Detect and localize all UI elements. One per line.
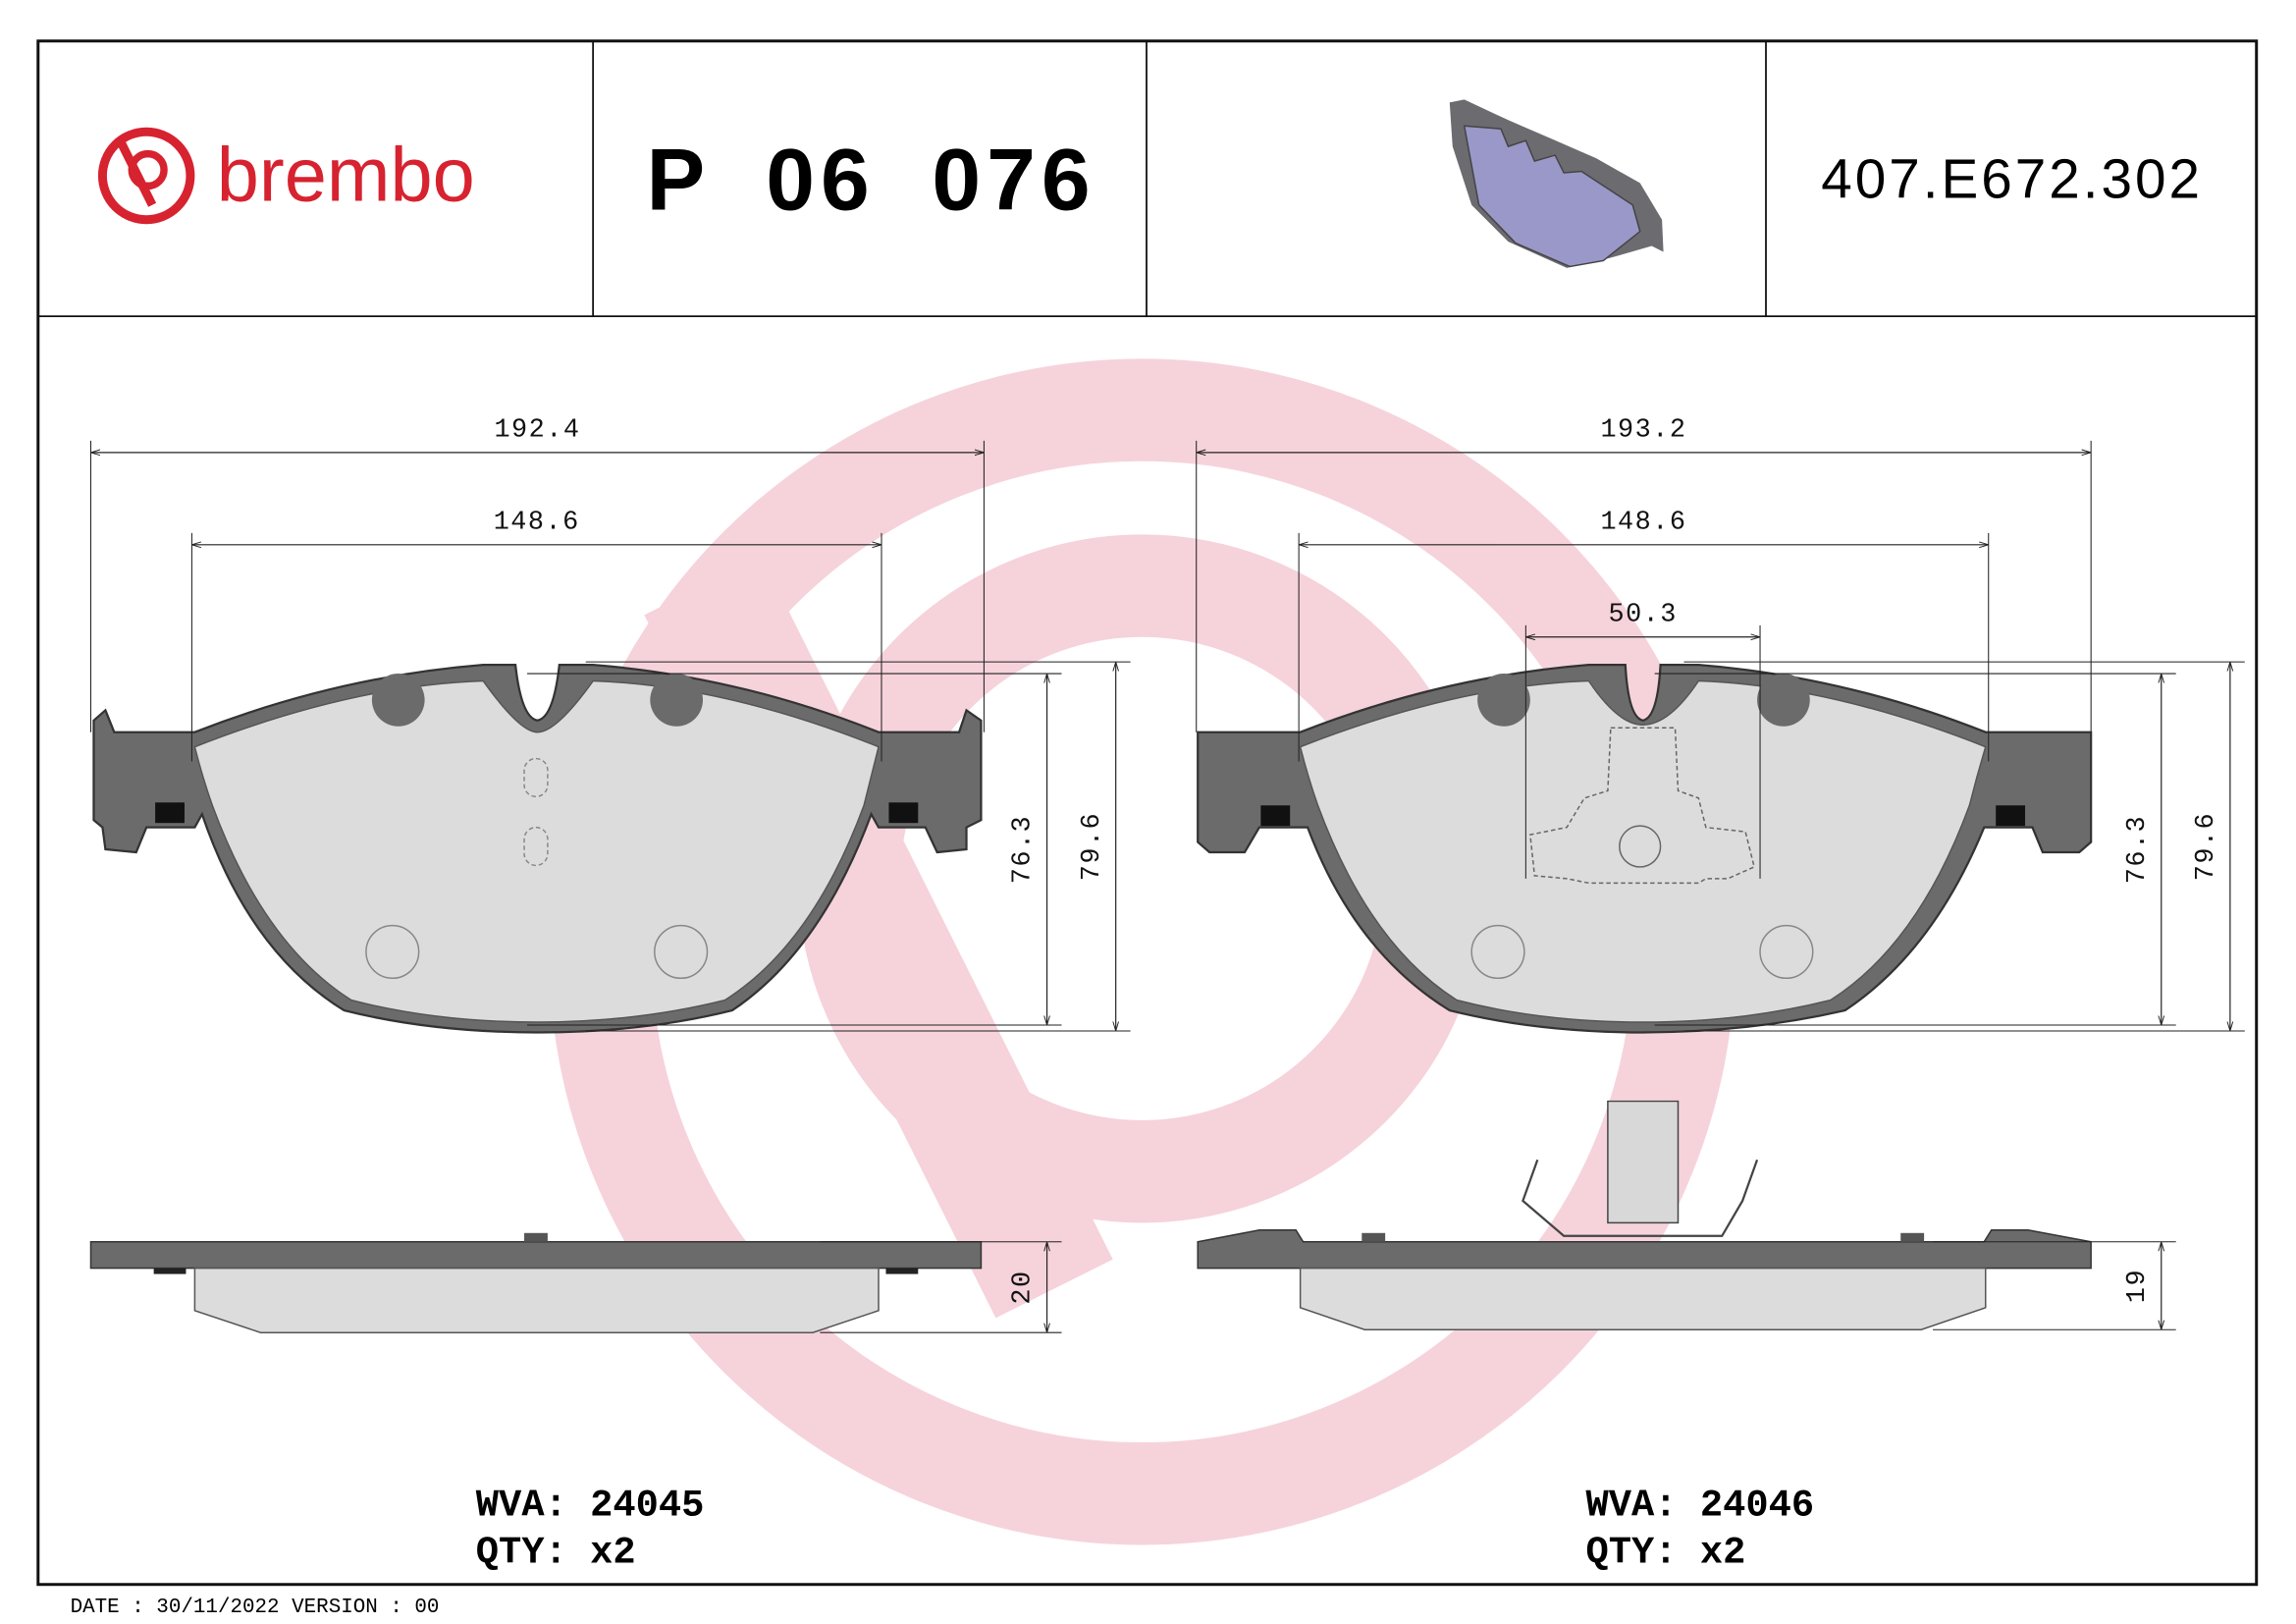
clip-slot: [1996, 805, 2026, 827]
dimension-label: 79.6: [2192, 812, 2221, 881]
friction-side: [193, 1267, 880, 1333]
notch: [371, 674, 425, 727]
pad-right-front: [1197, 663, 2093, 1034]
clip: [885, 1268, 919, 1274]
notch: [1757, 674, 1810, 727]
part-number: P 06 076: [647, 130, 1096, 228]
pad-thumbnail: [1449, 99, 1664, 268]
dimension-label: 193.2: [1600, 415, 1686, 445]
clip: [153, 1268, 187, 1274]
dimension-label: 76.3: [2123, 815, 2153, 884]
wva-number: WVA: 24045: [476, 1485, 705, 1528]
pad-left-front: [92, 663, 983, 1034]
dimension-label: 79.6: [1078, 812, 1107, 881]
wva-number: WVA: 24046: [1586, 1485, 1815, 1528]
notch: [650, 674, 704, 727]
dimension-label: 76.3: [1009, 815, 1039, 884]
notch: [1477, 674, 1530, 727]
hole: [1759, 924, 1814, 980]
sensor-body: [1607, 1100, 1680, 1224]
dimension-label: 50.3: [1609, 600, 1678, 629]
backing-side: [89, 1240, 983, 1270]
quantity: QTY: x2: [476, 1531, 636, 1574]
brand-name: brembo: [217, 133, 475, 217]
dimensions: 192.4 148.6 193.2 148.6 50.3 76.3 79.6 20 76.3 79…: [89, 415, 2245, 1333]
clip-slot: [1260, 805, 1291, 827]
brand-logo: brembo: [97, 127, 475, 225]
friction-material: [193, 679, 880, 1023]
thumb-friction: [1463, 125, 1641, 268]
dimension-label: 148.6: [1600, 508, 1686, 537]
dimension-label: 19: [2123, 1269, 2153, 1303]
footer-date: DATE : 30/11/2022 VERSION : 00: [71, 1597, 440, 1619]
tab: [524, 1232, 548, 1242]
hole: [365, 924, 420, 980]
reference-code: 407.E672.302: [1821, 148, 2203, 210]
dimension-label: 148.6: [494, 508, 580, 537]
pad-left-side: [89, 1232, 983, 1333]
hole: [654, 924, 709, 980]
logo-ring: [97, 127, 195, 225]
logo-stem: [116, 138, 157, 207]
hole: [1470, 924, 1525, 980]
friction-material: [1299, 679, 1987, 1023]
tab: [1362, 1232, 1386, 1242]
tab: [1900, 1232, 1925, 1242]
sensor-outline: [1529, 727, 1755, 885]
groove: [523, 757, 549, 798]
dimension-label: 20: [1009, 1270, 1039, 1304]
sensor-ring: [1619, 825, 1662, 868]
groove: [523, 826, 549, 867]
spring-clip: [1522, 1159, 1759, 1237]
clip-slot: [155, 802, 185, 824]
pad-right-side: [1197, 1100, 2092, 1330]
quantity: QTY: x2: [1586, 1531, 1746, 1574]
friction-side: [1299, 1267, 1987, 1330]
dimension-label: 192.4: [494, 415, 580, 445]
clip-slot: [888, 802, 919, 824]
